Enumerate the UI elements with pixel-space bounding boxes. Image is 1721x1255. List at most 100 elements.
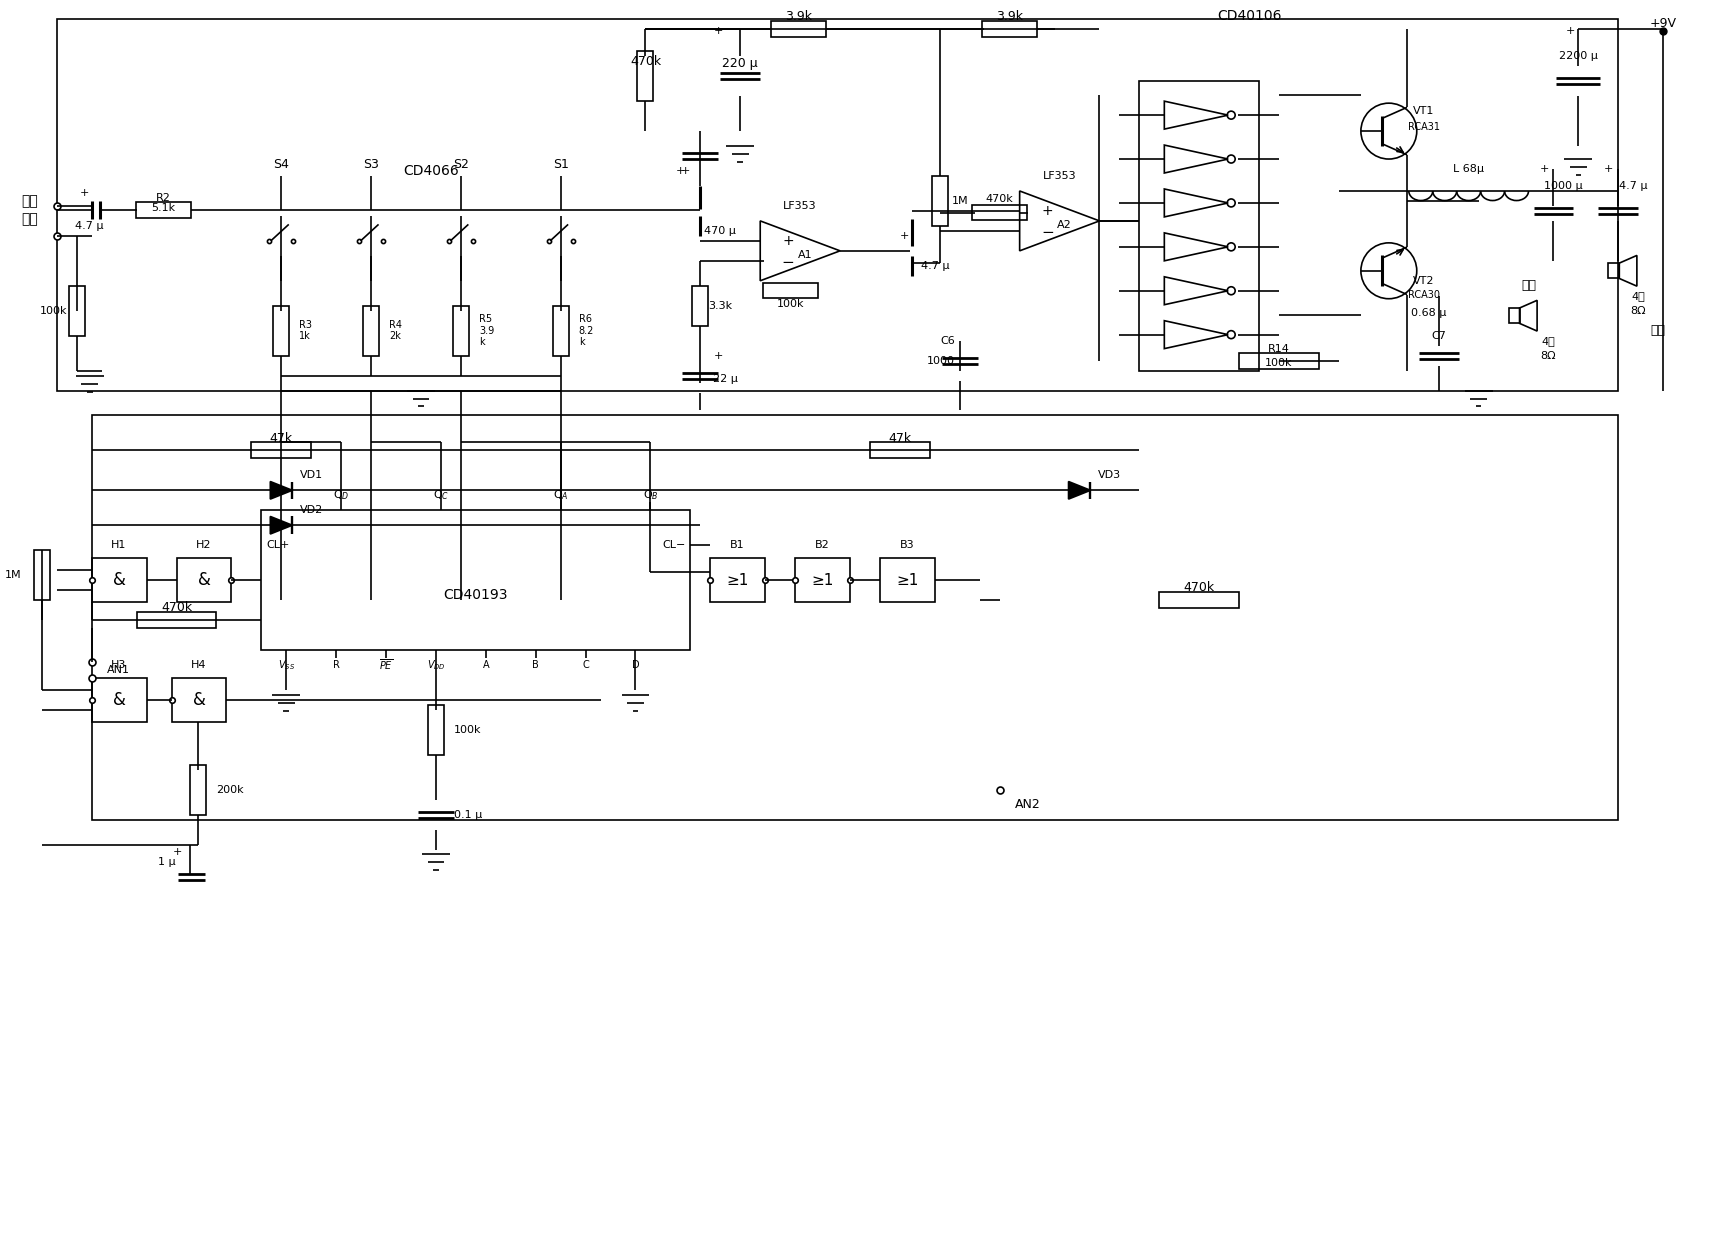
Text: CD40193: CD40193: [444, 589, 508, 602]
Bar: [69, 286, 84, 335]
Text: +: +: [81, 188, 89, 198]
Bar: [637, 51, 654, 102]
Text: 输入: 输入: [21, 212, 38, 226]
Text: +: +: [682, 166, 690, 176]
Bar: [429, 705, 444, 754]
Text: R4
2k: R4 2k: [389, 320, 403, 341]
Bar: [274, 306, 289, 355]
Text: 0.1 μ: 0.1 μ: [454, 809, 482, 820]
Bar: [172, 678, 227, 722]
Text: +: +: [900, 231, 910, 241]
Bar: [1139, 82, 1260, 370]
Text: H2: H2: [196, 540, 212, 550]
Text: H1: H1: [110, 540, 126, 550]
Text: −: −: [1041, 226, 1053, 241]
Text: 47k: 47k: [888, 432, 912, 446]
Bar: [552, 306, 568, 355]
Text: VD1: VD1: [299, 471, 324, 481]
Text: +: +: [172, 847, 182, 856]
Text: 低音: 低音: [1521, 280, 1537, 292]
Text: 100k: 100k: [40, 306, 67, 316]
Bar: [136, 612, 217, 628]
Bar: [191, 764, 207, 814]
Text: C6: C6: [940, 335, 955, 345]
Text: 高音: 高音: [1650, 324, 1666, 338]
Text: 3.3k: 3.3k: [709, 301, 733, 311]
Text: CL+: CL+: [267, 540, 289, 550]
Text: +: +: [1604, 164, 1613, 174]
Bar: [771, 21, 826, 38]
Text: B1: B1: [730, 540, 745, 550]
Bar: [795, 558, 850, 602]
Text: H4: H4: [191, 660, 207, 670]
Text: 470k: 470k: [986, 195, 1014, 205]
Text: 470k: 470k: [1184, 581, 1215, 594]
Text: 4.7 μ: 4.7 μ: [1619, 181, 1647, 191]
Text: 4～: 4～: [1632, 291, 1645, 301]
Bar: [251, 443, 312, 458]
Bar: [91, 415, 1618, 820]
Bar: [879, 558, 935, 602]
Text: +: +: [714, 350, 723, 360]
Text: CD40106: CD40106: [1217, 9, 1282, 24]
Text: 8Ω: 8Ω: [1630, 306, 1645, 316]
Text: R5
3.9
k: R5 3.9 k: [478, 314, 494, 348]
Text: B3: B3: [900, 540, 914, 550]
Text: RCA31: RCA31: [1408, 122, 1440, 132]
Polygon shape: [270, 517, 293, 535]
Text: &: &: [198, 571, 210, 589]
Bar: [453, 306, 468, 355]
Bar: [1609, 264, 1619, 279]
Text: 470 μ: 470 μ: [704, 226, 737, 236]
Text: +: +: [783, 233, 793, 247]
Text: R6
8.2
k: R6 8.2 k: [578, 314, 594, 348]
Text: 1 μ: 1 μ: [158, 857, 176, 867]
Text: 470k: 470k: [630, 55, 661, 68]
Text: 音频: 音频: [21, 195, 38, 208]
Polygon shape: [1069, 482, 1091, 499]
Text: +: +: [676, 166, 685, 176]
Bar: [1509, 307, 1520, 324]
Text: CL−: CL−: [663, 540, 685, 550]
Text: R3
1k: R3 1k: [299, 320, 312, 341]
Text: AN2: AN2: [1015, 798, 1041, 811]
Text: 100k: 100k: [776, 299, 804, 309]
Bar: [1160, 592, 1239, 607]
Bar: [34, 550, 50, 600]
Text: C7: C7: [1432, 330, 1446, 340]
Text: AN1: AN1: [107, 665, 129, 675]
Text: +: +: [714, 26, 723, 36]
Text: 100k: 100k: [454, 725, 482, 734]
Text: $\overline{PE}$: $\overline{PE}$: [379, 658, 392, 673]
Text: 3.9k: 3.9k: [785, 10, 812, 23]
Text: R2: R2: [157, 193, 170, 203]
Bar: [91, 558, 146, 602]
Text: Q$_D$: Q$_D$: [332, 488, 349, 502]
Text: 4～: 4～: [1542, 335, 1556, 345]
Text: 200k: 200k: [217, 784, 244, 794]
Bar: [177, 558, 231, 602]
Text: &: &: [112, 690, 126, 709]
Bar: [57, 19, 1618, 390]
Text: $V_{SS}$: $V_{SS}$: [277, 658, 294, 671]
Text: L 68μ: L 68μ: [1453, 164, 1484, 174]
Text: S2: S2: [453, 158, 468, 171]
Text: +: +: [1041, 203, 1053, 218]
Text: Q$_B$: Q$_B$: [642, 488, 659, 502]
Text: Q$_C$: Q$_C$: [432, 488, 449, 502]
Text: 4.7 μ: 4.7 μ: [921, 261, 948, 271]
Text: C: C: [582, 660, 589, 670]
Text: S4: S4: [274, 158, 289, 171]
Text: Q$_A$: Q$_A$: [552, 488, 568, 502]
Text: 47k: 47k: [270, 432, 293, 446]
Bar: [136, 202, 191, 218]
Text: VD2: VD2: [299, 506, 324, 516]
Text: ≥1: ≥1: [811, 572, 833, 587]
Text: 1000 μ: 1000 μ: [1544, 181, 1583, 191]
Text: R14: R14: [1268, 344, 1291, 354]
Text: 1M: 1M: [952, 196, 969, 206]
Text: A2: A2: [1057, 220, 1072, 230]
Text: 0.68 μ: 0.68 μ: [1411, 307, 1446, 318]
Text: +: +: [1540, 164, 1549, 174]
Text: VT1: VT1: [1413, 107, 1434, 117]
